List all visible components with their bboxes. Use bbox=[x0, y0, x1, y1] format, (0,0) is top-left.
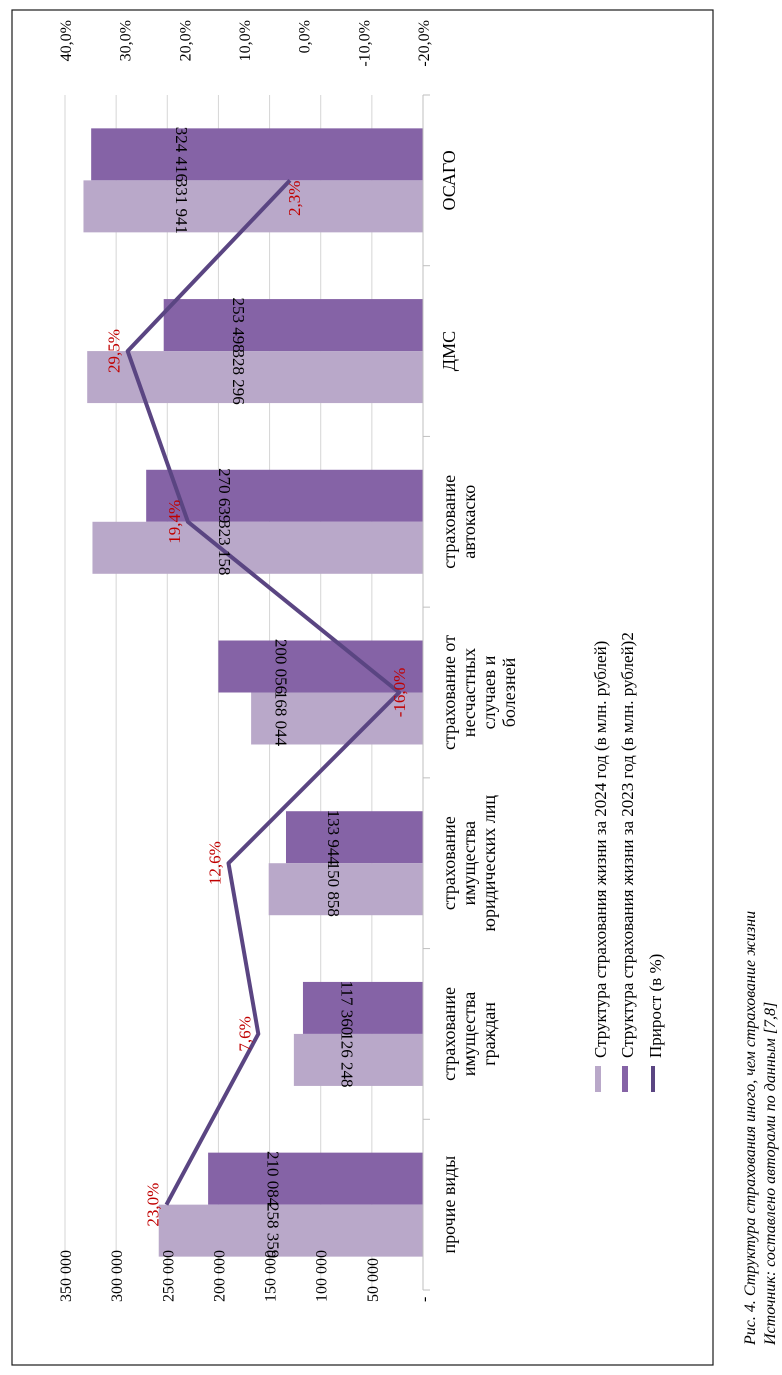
bar-2023 bbox=[146, 469, 423, 522]
primary-tick-label: 250 000 bbox=[160, 1250, 177, 1302]
secondary-tick-label: -10,0% bbox=[356, 20, 373, 67]
primary-tick-label: 50 000 bbox=[365, 1258, 382, 1302]
category-label: несчастных bbox=[459, 648, 479, 737]
primary-tick-label: 350 000 bbox=[58, 1250, 75, 1302]
caption: Рис. 4. Структура страхования иного, чем… bbox=[742, 911, 779, 1346]
bar-2024 bbox=[158, 1204, 423, 1257]
primary-tick-label: 200 000 bbox=[211, 1250, 228, 1302]
category-label: страхование bbox=[439, 987, 459, 1081]
growth-label: 23,0% bbox=[143, 1183, 162, 1227]
secondary-tick-label: 10,0% bbox=[237, 20, 254, 61]
category-label: юридических лиц bbox=[479, 795, 499, 932]
bar-2023 bbox=[285, 811, 423, 864]
category-label: ДМС bbox=[439, 331, 459, 371]
bar-2023 bbox=[91, 128, 424, 181]
growth-line bbox=[125, 178, 402, 1206]
data-label-2023: 210 084 bbox=[263, 1151, 282, 1207]
secondary-tick-label: 20,0% bbox=[177, 20, 194, 61]
growth-label: 12,6% bbox=[205, 841, 224, 885]
data-label-2024: 331 941 bbox=[172, 179, 191, 234]
primary-tick-label: 300 000 bbox=[109, 1250, 126, 1302]
axes: - 50 000 100 000 150 000 200 000 250 000 300 0… bbox=[58, 20, 519, 1302]
category-label: автокаско bbox=[459, 485, 479, 559]
bar-2024 bbox=[293, 1033, 423, 1086]
secondary-tick-label: -20,0% bbox=[416, 20, 433, 67]
category-label: случаев и bbox=[479, 655, 499, 729]
bar-2024 bbox=[83, 180, 424, 233]
data-label-2024: 328 296 bbox=[229, 349, 248, 404]
growth-label: 2,3% bbox=[285, 181, 304, 216]
category-label: прочие виды bbox=[439, 1156, 459, 1254]
bar-2024 bbox=[251, 692, 423, 745]
category-label: страхование bbox=[439, 816, 459, 910]
growth-label: 7,6% bbox=[235, 1016, 254, 1051]
legend-label-growth: Прирост (в %) bbox=[646, 954, 665, 1058]
legend-label-2024: Структура страхования жизни за 2024 год … bbox=[591, 641, 610, 1058]
legend-swatch-2024 bbox=[595, 1066, 601, 1092]
category-label: имущества bbox=[459, 992, 479, 1076]
secondary-tick-label: 0,0% bbox=[297, 20, 314, 53]
caption-line-2: Источник: составлено авторами по данным … bbox=[762, 1002, 779, 1346]
primary-tick-label: 150 000 bbox=[263, 1250, 280, 1302]
category-label: имущества bbox=[459, 821, 479, 905]
secondary-tick-label: 30,0% bbox=[118, 20, 135, 61]
growth-label: 29,5% bbox=[105, 329, 124, 373]
bar-2023 bbox=[163, 299, 423, 352]
chart-border bbox=[11, 9, 714, 1366]
data-label-2023: 200 056 bbox=[271, 639, 290, 694]
data-label-2023: 253 498 bbox=[229, 297, 248, 352]
data-label-2024: 150 858 bbox=[324, 862, 343, 917]
caption-line-1: Рис. 4. Структура страхования иного, чем… bbox=[742, 911, 759, 1346]
data-label-2023: 324 416 bbox=[172, 127, 191, 182]
secondary-tick-label: 40,0% bbox=[58, 20, 75, 61]
category-label: страхование от bbox=[439, 635, 459, 750]
data-label-2023: 133 944 bbox=[324, 810, 343, 866]
legend-label-2023: Структура страхования жизни за 2023 год … bbox=[618, 632, 637, 1058]
data-label-2024: 126 248 bbox=[337, 1032, 356, 1087]
primary-tick-label: - bbox=[416, 1297, 433, 1302]
legend-swatch-2023 bbox=[622, 1066, 628, 1092]
data-label-2024: 258 359 bbox=[263, 1203, 282, 1258]
data-label-2024: 323 158 bbox=[215, 520, 234, 575]
growth-label: -16,0% bbox=[390, 668, 409, 718]
bar-2023 bbox=[302, 981, 423, 1034]
category-label: ОСАГО bbox=[439, 150, 459, 210]
bar-2023 bbox=[208, 1152, 423, 1205]
primary-tick-label: 100 000 bbox=[314, 1250, 331, 1302]
gridlines bbox=[64, 95, 373, 1290]
bar-2024 bbox=[268, 863, 423, 916]
data-label-2024: 168 044 bbox=[271, 691, 290, 747]
category-label: страхование bbox=[439, 475, 459, 569]
legend: Структура страхования жизни за 2024 год … bbox=[591, 632, 665, 1092]
bars bbox=[83, 128, 424, 1257]
category-label: граждан bbox=[479, 1002, 499, 1066]
growth-label: 19,4% bbox=[165, 500, 184, 544]
data-label-2023: 270 639 bbox=[215, 468, 234, 523]
data-label-2023: 117 360 bbox=[337, 981, 356, 1036]
growth-line-path bbox=[125, 178, 402, 1206]
bar-2024 bbox=[92, 521, 423, 574]
category-label: болезней bbox=[499, 657, 519, 727]
